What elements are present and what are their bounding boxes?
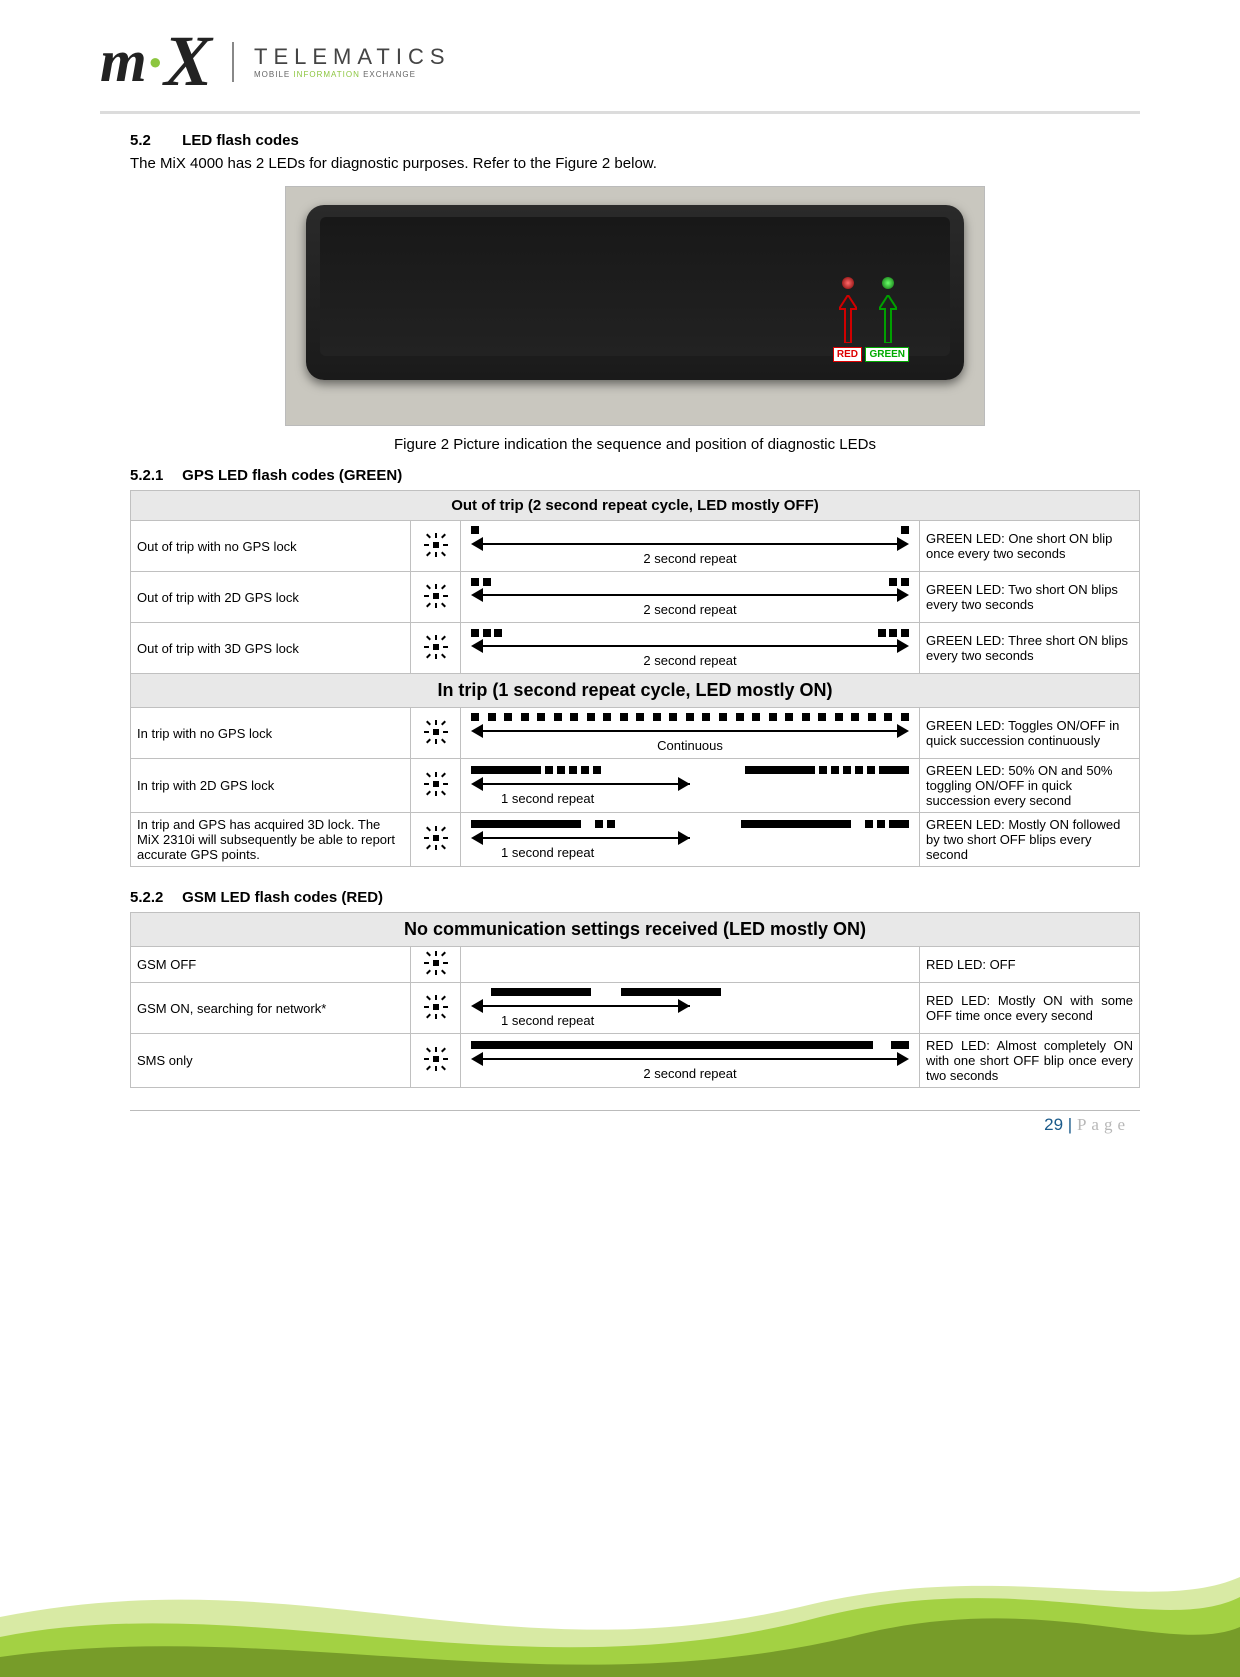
section-title: GSM LED flash codes (RED) [182,889,383,906]
table-banner: No communication settings received (LED … [131,913,1140,947]
row-note: RED LED: OFF [920,947,1140,983]
table-banner: Out of trip (2 second repeat cycle, LED … [131,491,1140,521]
row-note: GREEN LED: Three short ON blips every tw… [920,623,1140,674]
row-note: GREEN LED: Two short ON blips every two … [920,572,1140,623]
intro-text: The MiX 4000 has 2 LEDs for diagnostic p… [130,155,1140,172]
telematics-wordmark: TELEMATICS MOBILE INFORMATION EXCHANGE [254,44,451,79]
led-indicator-icon [411,947,461,983]
row-description: GSM ON, searching for network* [131,983,411,1034]
section-number: 5.2.1 [130,467,178,484]
pattern-label: 2 second repeat [471,1066,909,1081]
section-title: LED flash codes [182,132,299,149]
pattern-label: 1 second repeat [471,1013,909,1028]
pattern-label: 1 second repeat [471,845,909,860]
row-note: RED LED: Mostly ON with some OFF time on… [920,983,1140,1034]
header-divider [232,42,234,82]
telematics-title: TELEMATICS [254,44,451,70]
telematics-subtitle: MOBILE INFORMATION EXCHANGE [254,70,451,79]
led-indicator-icon [411,759,461,813]
table-row: GSM ON, searching for network* 1 second … [131,983,1140,1034]
pattern-label: Continuous [471,738,909,753]
row-description: SMS only [131,1034,411,1088]
pattern-diagram: 2 second repeat [461,1034,920,1088]
figure-caption: Figure 2 Picture indication the sequence… [130,436,1140,453]
pattern-diagram: 1 second repeat [461,813,920,867]
pattern-label: 2 second repeat [471,551,909,566]
pattern-diagram: 2 second repeat [461,623,920,674]
table-row: In trip with 2D GPS lock 1 second repeat… [131,759,1140,813]
gsm-led-table: No communication settings received (LED … [130,912,1140,1088]
red-led-icon [842,277,854,289]
pattern-diagram: 1 second repeat [461,983,920,1034]
led-indicator-icon [411,521,461,572]
row-description: Out of trip with no GPS lock [131,521,411,572]
row-note: GREEN LED: 50% ON and 50% toggling ON/OF… [920,759,1140,813]
led-indicator-icon [411,572,461,623]
mix-logo: m ● X [100,20,212,103]
table-row: Out of trip with no GPS lock 2 second re… [131,521,1140,572]
row-description: In trip with 2D GPS lock [131,759,411,813]
section-title: GPS LED flash codes (GREEN) [182,467,402,484]
page-header: m ● X TELEMATICS MOBILE INFORMATION EXCH… [100,20,1140,114]
red-arrow-icon [839,295,857,343]
page-word: Page [1077,1115,1130,1134]
led-indicator-icon [411,623,461,674]
red-led-label: RED [833,347,862,362]
logo-m: m [100,27,147,96]
pattern-diagram: 2 second repeat [461,572,920,623]
green-led-label: GREEN [865,347,909,362]
table-row: In trip and GPS has acquired 3D lock. Th… [131,813,1140,867]
table-banner: In trip (1 second repeat cycle, LED most… [131,674,1140,708]
row-description: In trip and GPS has acquired 3D lock. Th… [131,813,411,867]
led-indicator-icon [411,708,461,759]
row-note: GREEN LED: Toggles ON/OFF in quick succe… [920,708,1140,759]
table-row: In trip with no GPS lock Continuous GREE… [131,708,1140,759]
pattern-diagram: 2 second repeat [461,521,920,572]
section-5-2-1-heading: 5.2.1 GPS LED flash codes (GREEN) [130,467,1140,484]
device-figure: RED GREEN [285,186,985,426]
section-5-2-heading: 5.2 LED flash codes [130,132,1140,149]
footer-wave-icon [0,1497,1240,1677]
green-arrow-icon [879,295,897,343]
pattern-diagram: Continuous [461,708,920,759]
row-description: Out of trip with 2D GPS lock [131,572,411,623]
led-indicator-icon [411,1034,461,1088]
table-row: SMS only 2 second repeat RED LED: Almost… [131,1034,1140,1088]
led-indicator-icon [411,813,461,867]
pattern-label: 1 second repeat [471,791,909,806]
pattern-label: 2 second repeat [471,602,909,617]
row-description: Out of trip with 3D GPS lock [131,623,411,674]
logo-x: X [164,20,212,103]
section-number: 5.2.2 [130,889,178,906]
pattern-diagram: 1 second repeat [461,759,920,813]
row-description: In trip with no GPS lock [131,708,411,759]
gps-led-table: Out of trip (2 second repeat cycle, LED … [130,490,1140,867]
footer-divider [130,1110,1140,1111]
row-description: GSM OFF [131,947,411,983]
row-note: GREEN LED: Mostly ON followed by two sho… [920,813,1140,867]
logo-dot-icon: ● [149,49,162,75]
table-row: Out of trip with 2D GPS lock 2 second re… [131,572,1140,623]
page-number-value: 29 [1044,1115,1063,1134]
section-5-2-2-heading: 5.2.2 GSM LED flash codes (RED) [130,889,1140,906]
row-note: GREEN LED: One short ON blip once every … [920,521,1140,572]
led-indicator-icon [411,983,461,1034]
pattern-label: 2 second repeat [471,653,909,668]
section-number: 5.2 [130,132,178,149]
table-row: Out of trip with 3D GPS lock 2 second re… [131,623,1140,674]
pattern-diagram [461,947,920,983]
page-number: 29 | Page [130,1115,1140,1135]
table-row: GSM OFF RED LED: OFF [131,947,1140,983]
row-note: RED LED: Almost completely ON with one s… [920,1034,1140,1088]
green-led-icon [882,277,894,289]
